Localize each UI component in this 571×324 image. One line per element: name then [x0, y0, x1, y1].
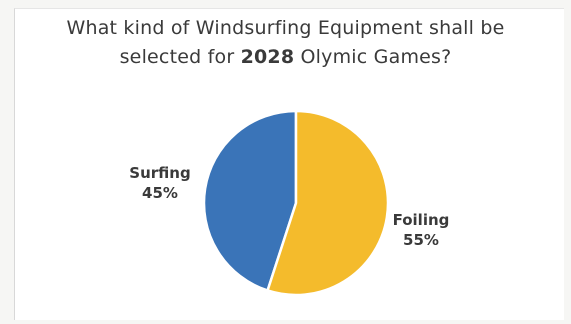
foiling-label-name: Foiling [392, 211, 450, 229]
pie-slice-surfing [202, 109, 298, 292]
pie-slices [202, 109, 390, 297]
title-text-post: Olymic Games? [294, 46, 452, 68]
title-year: 2028 [240, 46, 295, 68]
chart-title-line-1: What kind of Windsurfing Equipment shall… [66, 17, 505, 39]
foiling-label: Foiling 55% [386, 210, 456, 250]
surfing-label-percent: 45% [142, 184, 178, 202]
title-text-pre: selected for [119, 46, 241, 68]
surfing-label-name: Surfing [129, 164, 191, 182]
chart-title: What kind of Windsurfing Equipment shall… [0, 14, 571, 72]
surfing-label: Surfing 45% [128, 163, 192, 203]
foiling-label-percent: 55% [403, 231, 439, 249]
chart-title-line-2: selected for 2028 Olymic Games? [0, 43, 571, 72]
pie-slice-foiling [266, 109, 390, 297]
